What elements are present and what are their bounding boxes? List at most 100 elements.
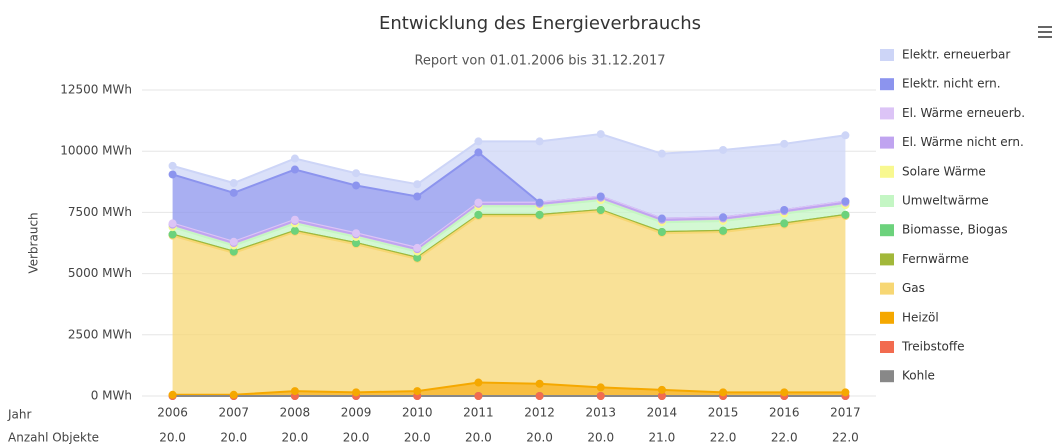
objects-value: 20.0: [159, 431, 186, 445]
menu-bar: [1038, 36, 1052, 38]
point: [474, 378, 483, 387]
chart-subtitle: Report von 01.01.2006 bis 31.12.2017: [414, 54, 665, 69]
point: [841, 388, 850, 397]
point: [719, 388, 728, 397]
area: [172, 211, 846, 395]
legend-swatch: [880, 78, 894, 91]
legend-label: El. Wärme nicht ern.: [902, 135, 1024, 149]
legend-swatch: [880, 107, 894, 120]
point: [229, 179, 238, 188]
objects-label: Anzahl Objekte: [8, 431, 99, 445]
legend-label: Heizöl: [902, 310, 939, 324]
point: [413, 387, 422, 396]
legend-label: Kohle: [902, 369, 935, 383]
y-tick-label: 10000 MWh: [60, 144, 132, 158]
y-tick-label: 5000 MWh: [68, 266, 132, 280]
legend-label: Umweltwärme: [902, 194, 989, 208]
point: [474, 392, 483, 400]
x-tick-label: 2016: [769, 406, 800, 420]
x-tick-label: 2010: [402, 406, 433, 420]
point: [535, 379, 544, 388]
area-line: [172, 199, 846, 253]
point: [352, 388, 361, 397]
point: [229, 237, 238, 246]
x-tick-label: 2009: [341, 406, 372, 420]
point: [596, 392, 605, 400]
point: [290, 226, 299, 235]
legend-label: Gas: [902, 281, 925, 295]
point: [474, 198, 483, 207]
area-line: [172, 210, 846, 260]
point: [841, 210, 850, 219]
area-line: [172, 133, 846, 186]
y-axis-title: Verbrauch: [27, 212, 41, 273]
y-tick-label: 2500 MWh: [68, 327, 132, 341]
legend-swatch: [880, 341, 894, 353]
x-tick-label: 2007: [218, 406, 249, 420]
area: [172, 200, 846, 258]
point: [535, 210, 544, 219]
menu-bar: [1038, 26, 1052, 28]
objects-value: 20.0: [404, 431, 431, 445]
point: [413, 253, 422, 262]
point: [474, 210, 483, 219]
legend-swatch: [880, 195, 894, 207]
point: [535, 198, 544, 207]
point: [352, 239, 361, 247]
legend-label: Solare Wärme: [902, 164, 986, 178]
point: [474, 148, 483, 157]
legend-label: Elektr. erneuerbar: [902, 48, 1010, 62]
legend-swatch: [880, 224, 894, 237]
point: [413, 243, 422, 252]
point: [596, 383, 605, 392]
area-line: [172, 208, 846, 259]
area: [172, 152, 846, 248]
point: [535, 137, 544, 146]
y-tick-label: 12500 MWh: [60, 83, 132, 97]
point: [780, 139, 789, 148]
point: [719, 145, 728, 154]
area-line: [172, 381, 846, 396]
point: [841, 197, 850, 206]
legend-label: Biomasse, Biogas: [902, 223, 1008, 237]
legend-swatch: [880, 311, 894, 324]
row-label: Jahr: [7, 408, 31, 422]
y-tick-label: 0 MWh: [91, 389, 132, 403]
point: [657, 385, 666, 394]
point: [413, 192, 422, 201]
menu-icon[interactable]: [1038, 26, 1052, 38]
objects-value: 22.0: [771, 431, 798, 445]
legend-swatch: [880, 253, 894, 266]
legend-swatch: [880, 165, 894, 178]
x-tick-label: 2014: [647, 406, 678, 420]
legend-label: Fernwärme: [902, 252, 969, 266]
legend-label: Elektr. nicht ern.: [902, 77, 1001, 91]
point: [657, 392, 666, 400]
point: [168, 390, 177, 399]
point: [474, 137, 483, 146]
area-line: [172, 196, 846, 251]
point: [352, 181, 361, 190]
objects-value: 21.0: [649, 431, 676, 445]
point: [596, 205, 605, 214]
objects-value: 20.0: [587, 431, 614, 445]
objects-value: 22.0: [832, 431, 859, 445]
point: [290, 215, 299, 224]
point: [290, 165, 299, 174]
point: [168, 230, 177, 239]
point: [841, 131, 850, 140]
point: [535, 392, 544, 400]
point: [229, 188, 238, 197]
area-line: [172, 195, 846, 249]
point: [719, 213, 728, 222]
x-tick-label: 2011: [463, 406, 494, 420]
point: [780, 205, 789, 214]
point: [290, 387, 299, 396]
point: [596, 130, 605, 139]
point: [413, 180, 422, 189]
point: [229, 390, 238, 399]
menu-bar: [1038, 31, 1052, 33]
legend-label: Treibstoffe: [901, 340, 965, 354]
objects-value: 22.0: [710, 431, 737, 445]
